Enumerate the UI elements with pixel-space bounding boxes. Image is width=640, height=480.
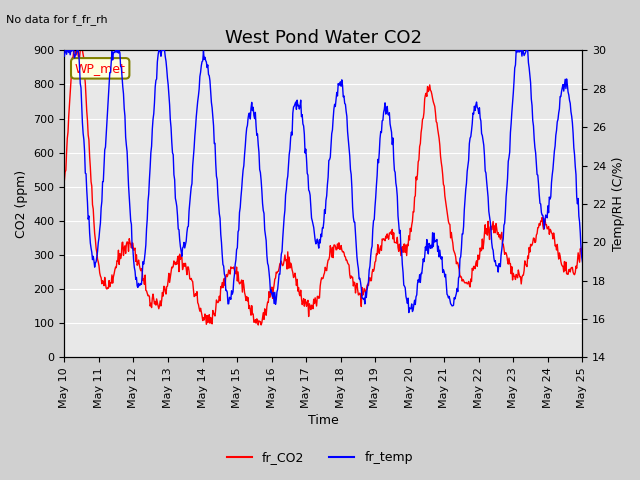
Legend: fr_CO2, fr_temp: fr_CO2, fr_temp [222,446,418,469]
X-axis label: Time: Time [308,414,339,427]
Y-axis label: Temp/RH (C/%): Temp/RH (C/%) [612,156,625,251]
Text: WP_met: WP_met [75,62,125,75]
Y-axis label: CO2 (ppm): CO2 (ppm) [15,170,28,238]
Title: West Pond Water CO2: West Pond Water CO2 [225,29,422,48]
Text: No data for f_fr_rh: No data for f_fr_rh [6,14,108,25]
